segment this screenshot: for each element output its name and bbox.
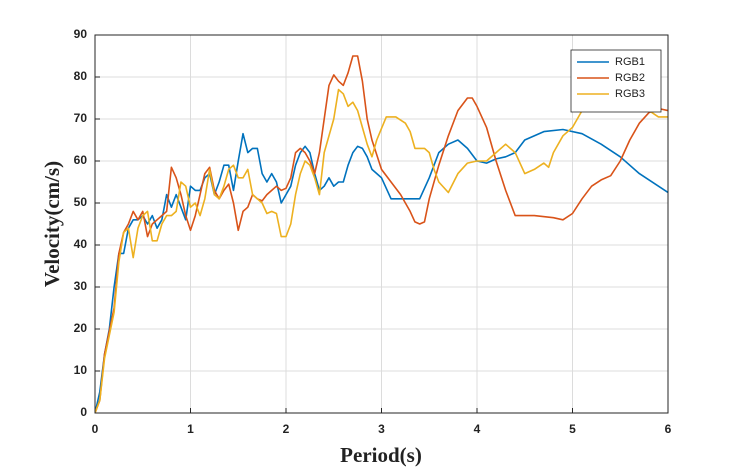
- y-tick-label: 30: [74, 279, 88, 293]
- y-tick-label: 0: [80, 405, 87, 419]
- series-line: [95, 55, 668, 413]
- legend-label: RGB3: [615, 88, 645, 100]
- y-tick-label: 50: [74, 195, 88, 209]
- x-tick-label: 0: [92, 422, 99, 436]
- y-tick-label: 70: [74, 111, 88, 125]
- y-tick-label: 20: [74, 321, 88, 335]
- x-tick-label: 2: [283, 422, 290, 436]
- x-axis-label: Period(s): [340, 443, 422, 467]
- legend: RGB1 RGB2 RGB3: [570, 49, 662, 113]
- x-tick-label: 5: [569, 422, 576, 436]
- y-tick-label: 40: [74, 237, 88, 251]
- x-tick-label: 4: [474, 422, 481, 436]
- legend-label: RGB1: [615, 56, 645, 68]
- lines: [95, 55, 668, 413]
- legend-label: RGB2: [615, 72, 645, 84]
- y-tick-label: 90: [74, 27, 88, 41]
- x-tick-label: 6: [665, 422, 672, 436]
- y-tick-label: 80: [74, 69, 88, 83]
- series-line: [95, 128, 668, 413]
- y-axis-label: Velocity(cm/s): [40, 161, 64, 287]
- legend-box: [570, 49, 662, 113]
- x-tick-label: 1: [187, 422, 194, 436]
- x-tick-label: 3: [378, 422, 385, 436]
- series-line: [95, 76, 668, 413]
- y-tick-label: 10: [74, 363, 88, 377]
- y-tick-label: 60: [74, 153, 88, 167]
